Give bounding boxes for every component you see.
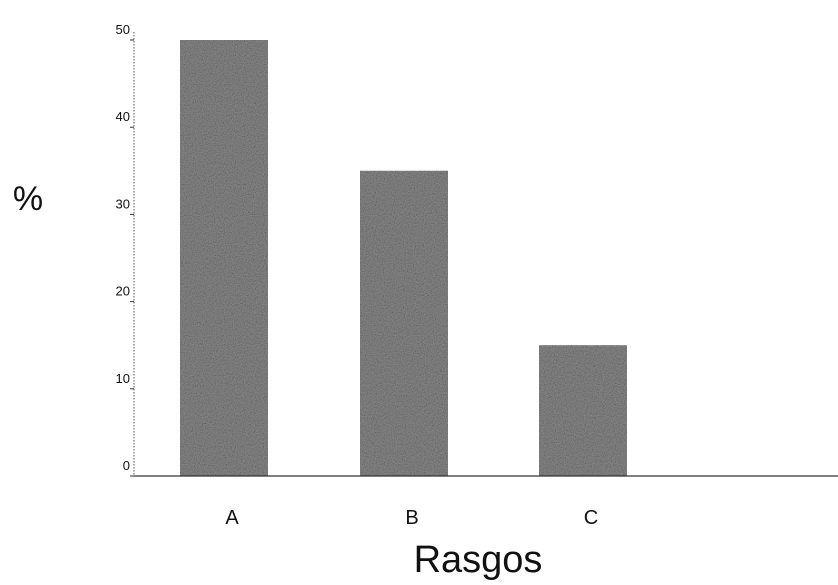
x-tick-label-a: A bbox=[225, 507, 239, 529]
bar-b bbox=[360, 170, 448, 477]
y-tick-label-10: 10 bbox=[116, 371, 130, 386]
y-tick-label-40: 40 bbox=[116, 109, 130, 124]
x-tick-label-c: C bbox=[584, 507, 598, 529]
y-tick-label-30: 30 bbox=[116, 196, 130, 211]
bar-c bbox=[539, 345, 627, 476]
x-axis-title: Rasgos bbox=[414, 539, 543, 581]
y-tick-label-0: 0 bbox=[123, 458, 130, 473]
axes-group: A B C 0 10 20 30 40 50 bbox=[116, 22, 838, 529]
x-tick-label-b: B bbox=[405, 507, 418, 529]
y-tick-label-20: 20 bbox=[116, 284, 130, 299]
y-axis-title: % bbox=[13, 180, 43, 218]
y-tick-label-50: 50 bbox=[116, 22, 130, 37]
bars-group bbox=[180, 40, 627, 477]
bar-a bbox=[180, 40, 268, 476]
